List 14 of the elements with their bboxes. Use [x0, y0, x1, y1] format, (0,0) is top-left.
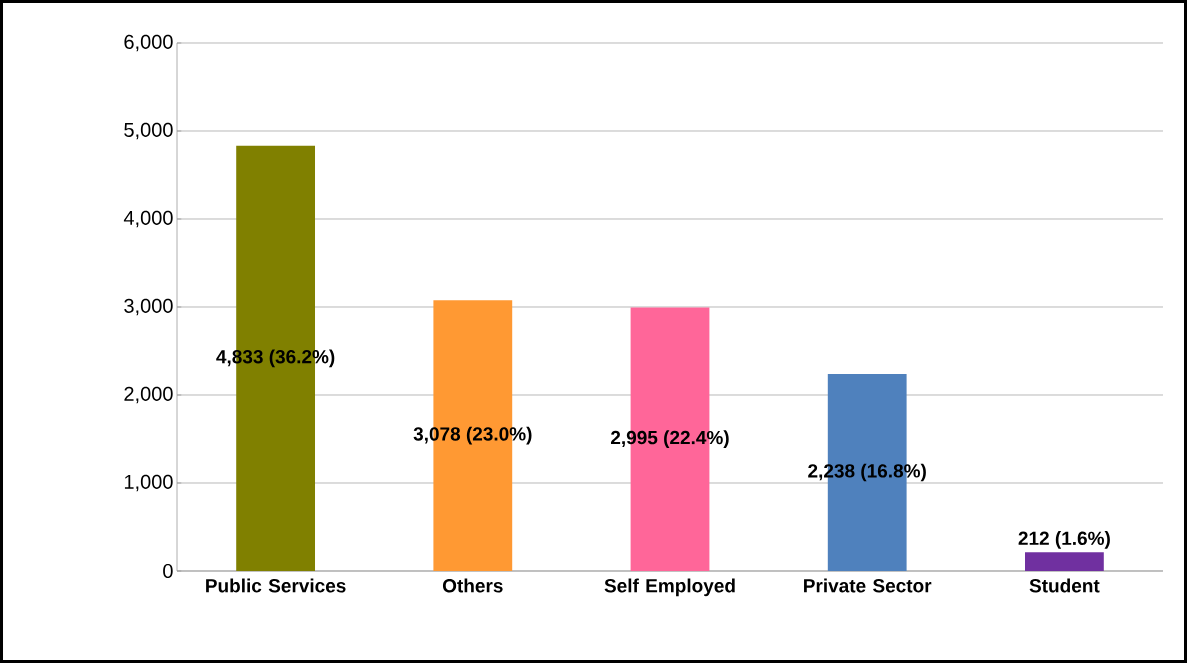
- bar: [1025, 552, 1104, 571]
- y-tick-label: 2,000: [124, 386, 173, 404]
- x-tick-label: Private Sector: [804, 578, 932, 593]
- y-tick-label: 0: [163, 563, 173, 579]
- y-tick-label: 5,000: [124, 122, 173, 140]
- x-tick-label: Others: [442, 578, 503, 593]
- x-tick-label: Student: [1029, 578, 1100, 593]
- x-tick-label: Self Employed: [604, 578, 735, 597]
- data-label: 212 (1.6%): [1018, 531, 1110, 549]
- y-tick-label: 4,000: [123, 210, 173, 228]
- y-tick-label: 6,000: [124, 34, 173, 52]
- x-tick-label: Public Services: [206, 578, 346, 593]
- y-tick-label: 3,000: [124, 298, 173, 316]
- y-tick-label: 1,000: [124, 474, 173, 492]
